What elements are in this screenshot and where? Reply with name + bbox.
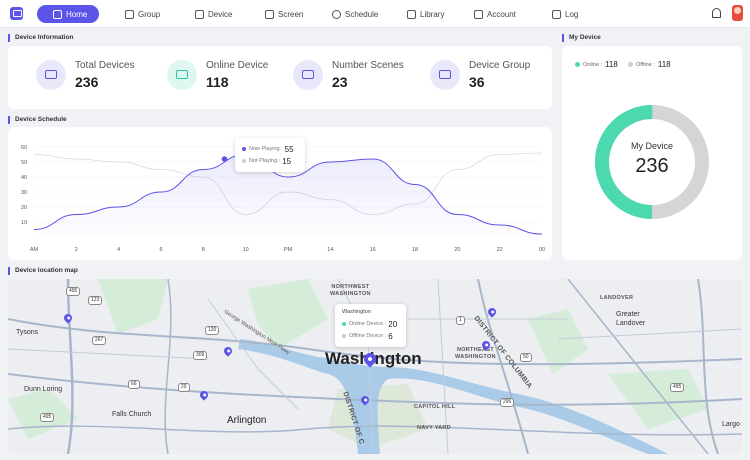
y-tick-label: 20 <box>21 205 27 211</box>
x-tick-label: 10 <box>243 247 249 253</box>
map-label-capitol-hill: CAPITOL HILL <box>414 404 456 410</box>
series-now-playing-line <box>33 153 543 235</box>
device-location-map[interactable]: Tysons Dunn Loring Falls Church Arlingto… <box>8 279 742 454</box>
route-shield: 123 <box>88 296 103 305</box>
map-label-arlington: Arlington <box>227 415 267 426</box>
my-device-title: My Device <box>562 34 601 42</box>
avatar[interactable] <box>732 5 743 21</box>
donut-center: My Device 236 <box>630 141 673 177</box>
stat-device-group: Device Group 36 <box>430 60 530 90</box>
map-label-tysons: Tysons <box>16 329 39 336</box>
chart-tooltip: Now Playing :55 Not Playing :15 <box>235 138 305 172</box>
account-icon <box>474 9 483 19</box>
nav-screen[interactable]: Screen <box>265 5 303 23</box>
series-now-playing-area <box>34 154 542 237</box>
map-label-nw-washington: NORTHWEST WASHINGTON <box>330 284 371 297</box>
monitor-icon <box>167 60 197 90</box>
y-tick-label: 60 <box>21 145 27 151</box>
highlight-point[interactable] <box>221 156 228 162</box>
nav-account[interactable]: Account <box>474 5 516 23</box>
device-location-map-title: Device location map <box>8 267 78 275</box>
x-tick-label: 22 <box>497 247 503 253</box>
home-icon <box>53 9 62 19</box>
x-tick-label: 18 <box>412 247 418 253</box>
stat-number-scenes: Number Scenes 23 <box>293 60 404 90</box>
top-nav: Home Group Device Screen Schedule Librar… <box>0 0 750 28</box>
route-shield: 309 <box>193 351 208 360</box>
clapper-icon <box>293 60 323 90</box>
y-tick-label: 50 <box>21 160 27 166</box>
schedule-icon <box>332 9 341 19</box>
map-label-ne-washington: NORTHEAST WASHINGTON <box>455 347 496 360</box>
route-shield: 295 <box>500 398 515 407</box>
x-tick-label: 2 <box>75 247 78 253</box>
x-tick-label: 16 <box>370 247 376 253</box>
route-shield: 495 <box>66 287 81 296</box>
route-shield: 1 <box>456 316 465 325</box>
bell-icon[interactable] <box>712 8 721 18</box>
group-icon <box>125 9 134 19</box>
library-icon <box>407 9 416 19</box>
my-device-donut <box>595 105 709 219</box>
x-tick-label: 14 <box>327 247 333 253</box>
route-shield: 267 <box>92 336 107 345</box>
x-tick-label: 8 <box>202 247 205 253</box>
x-tick-label: 6 <box>159 247 162 253</box>
router-icon <box>36 60 66 90</box>
route-shield: 495 <box>670 383 685 392</box>
schedule-chart: AM 2 4 6 8 10 PM 14 16 18 20 22 00 60 50 40 30 20 10 <box>21 145 545 253</box>
my-device-card <box>562 46 742 260</box>
device-schedule-title: Device Schedule <box>8 116 67 124</box>
route-shield: 29 <box>178 383 190 392</box>
y-tick-label: 30 <box>21 190 27 196</box>
map-label-navy-yard: NAVY YARD <box>417 425 451 431</box>
nav-library[interactable]: Library <box>407 5 444 23</box>
screen-icon <box>265 9 274 19</box>
map-label-landover: LANDOVER <box>600 295 634 301</box>
legend-online: Online : 118 <box>575 60 618 69</box>
x-tick-label: 00 <box>539 247 545 253</box>
x-tick-label: PM <box>284 247 293 253</box>
map-tooltip: Washington Online Device :20 Offline Dev… <box>335 304 406 347</box>
y-tick-label: 40 <box>21 175 27 181</box>
nav-schedule[interactable]: Schedule <box>332 5 378 23</box>
x-tick-label: AM <box>30 247 39 253</box>
device-icon <box>195 9 204 19</box>
y-tick-label: 10 <box>21 220 27 226</box>
stat-online-device: Online Device 118 <box>167 60 268 90</box>
map-label-largo: Largo <box>722 421 740 428</box>
online-arc <box>595 105 709 219</box>
map-label-greater-landover: Greater Landover <box>616 311 646 327</box>
route-shield: 66 <box>128 380 140 389</box>
x-tick-label: 20 <box>454 247 460 253</box>
nav-home[interactable]: Home <box>37 5 100 23</box>
route-shield: 495 <box>40 413 55 422</box>
nav-device[interactable]: Device <box>195 5 232 23</box>
network-icon <box>430 60 460 90</box>
map-label-falls-church: Falls Church <box>112 411 152 418</box>
nav-log[interactable]: Log <box>552 5 578 23</box>
device-information-card <box>8 46 552 109</box>
route-shield: 50 <box>520 353 532 362</box>
stat-total-devices: Total Devices 236 <box>36 60 134 90</box>
log-icon <box>552 9 561 19</box>
device-information-title: Device Information <box>8 34 74 42</box>
x-tick-label: 4 <box>117 247 120 253</box>
route-shield: 120 <box>205 326 220 335</box>
nav-group[interactable]: Group <box>125 5 160 23</box>
app-logo[interactable] <box>10 7 23 20</box>
legend-offline: Offline : 118 <box>628 60 671 69</box>
map-label-dunn-loring: Dunn Loring <box>24 386 63 393</box>
